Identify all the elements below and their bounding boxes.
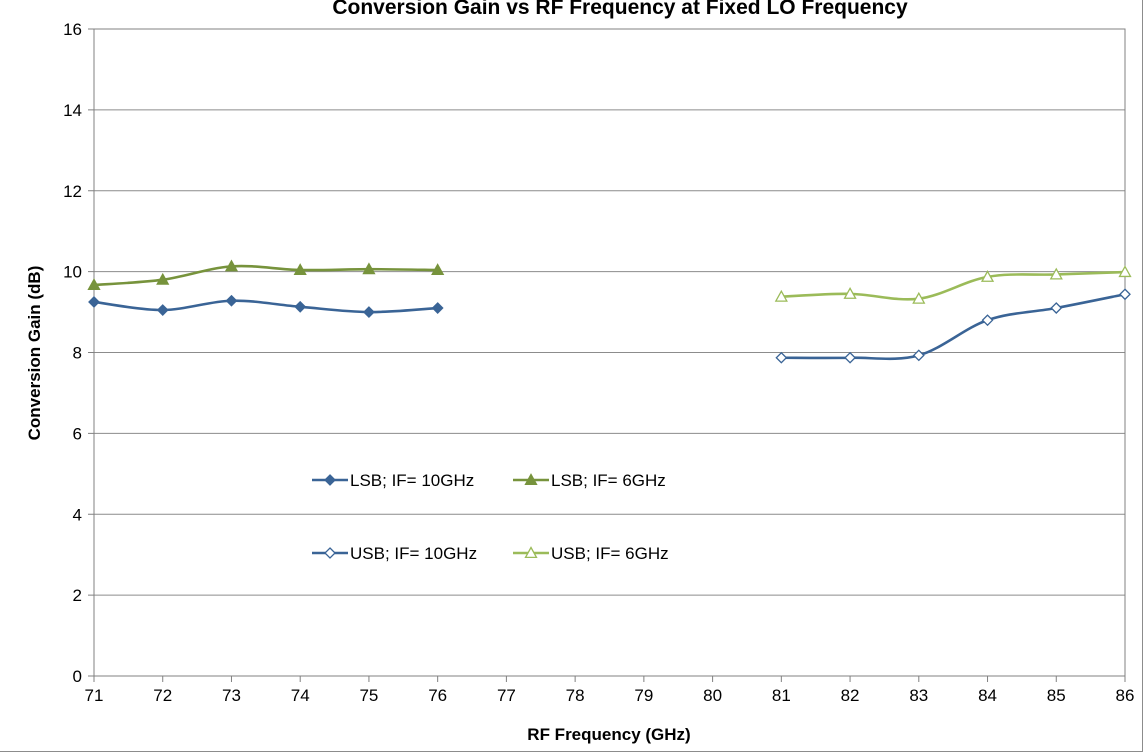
x-tick-label: 85 — [1047, 686, 1066, 705]
x-tick-label: 79 — [634, 686, 653, 705]
data-point — [431, 302, 444, 314]
x-tick-label: 78 — [566, 686, 585, 705]
data-point — [1050, 302, 1063, 314]
y-tick-label: 8 — [73, 344, 82, 363]
data-point — [981, 314, 994, 327]
data-point — [156, 304, 169, 316]
series-line — [781, 292, 1126, 361]
data-point — [775, 351, 788, 364]
legend-entry: USB; IF= 10GHz — [312, 544, 477, 563]
data-point — [1118, 265, 1132, 278]
data-point — [431, 263, 445, 276]
x-tick-label: 80 — [703, 686, 722, 705]
series-1 — [88, 294, 444, 318]
x-tick-label: 74 — [291, 686, 310, 705]
y-tick-label: 6 — [73, 424, 82, 443]
data-point — [324, 474, 336, 486]
data-point — [1049, 267, 1063, 280]
grid-lines — [94, 28, 1125, 596]
legend-label: LSB; IF= 10GHz — [350, 471, 474, 490]
x-axis-title: RF Frequency (GHz) — [527, 725, 690, 744]
data-point — [912, 291, 926, 304]
data-point — [87, 278, 101, 291]
legend-entry: LSB; IF= 6GHz — [513, 471, 666, 490]
x-tick-label: 72 — [153, 686, 172, 705]
data-point — [156, 272, 170, 285]
y-axis-title: Conversion Gain (dB) — [25, 266, 44, 441]
legend: LSB; IF= 10GHz LSB; IF= 6GHz USB; IF= 10GH… — [312, 471, 669, 563]
x-tick-label: 81 — [772, 686, 791, 705]
x-tick-label: 76 — [428, 686, 447, 705]
data-point — [524, 546, 538, 559]
y-tick-label: 14 — [63, 101, 82, 120]
data-point — [1119, 288, 1131, 301]
legend-label: LSB; IF= 6GHz — [551, 471, 666, 490]
legend-label: USB; IF= 6GHz — [551, 544, 669, 563]
y-tick-label: 12 — [63, 182, 82, 201]
data-point — [844, 351, 856, 364]
data-point — [293, 263, 307, 276]
y-tick-label: 0 — [73, 667, 82, 686]
series-line — [93, 264, 438, 287]
series-4 — [774, 265, 1132, 304]
data-point — [912, 349, 925, 362]
legend-label: USB; IF= 10GHz — [350, 544, 477, 563]
x-tick-label: 75 — [359, 686, 378, 705]
y-tick-label: 4 — [73, 505, 82, 524]
x-tick-label: 82 — [841, 686, 860, 705]
series-layer — [87, 259, 1132, 364]
x-tick-label: 73 — [222, 686, 241, 705]
data-point — [362, 262, 376, 275]
x-tick-label: 71 — [85, 686, 104, 705]
series-3 — [775, 288, 1131, 364]
data-point — [363, 306, 375, 318]
data-point — [225, 294, 238, 307]
legend-entry: LSB; IF= 10GHz — [312, 471, 474, 490]
y-tick-label: 16 — [63, 20, 82, 39]
data-point — [980, 270, 995, 282]
series-2 — [87, 259, 445, 291]
data-point — [524, 473, 538, 486]
x-tick-label: 86 — [1116, 686, 1135, 705]
data-point — [843, 287, 857, 299]
data-point — [324, 547, 336, 559]
data-point — [294, 300, 307, 313]
y-tick-label: 2 — [73, 586, 82, 605]
data-point — [224, 259, 239, 272]
y-tick-label: 10 — [63, 263, 82, 282]
chart-title: Conversion Gain vs RF Frequency at Fixed… — [332, 0, 908, 19]
data-point — [774, 289, 788, 302]
data-point — [88, 296, 100, 308]
x-tick-label: 77 — [497, 686, 516, 705]
x-tick-label: 83 — [909, 686, 928, 705]
series-line — [781, 270, 1126, 301]
legend-entry: USB; IF= 6GHz — [513, 544, 669, 563]
axis-ticks: 0 2 4 6 8 10 12 14 16 71 72 73 74 75 76 77 78 79 80 81 82 83 8… — [63, 20, 1134, 705]
x-tick-label: 84 — [978, 686, 997, 705]
series-line — [93, 299, 438, 314]
